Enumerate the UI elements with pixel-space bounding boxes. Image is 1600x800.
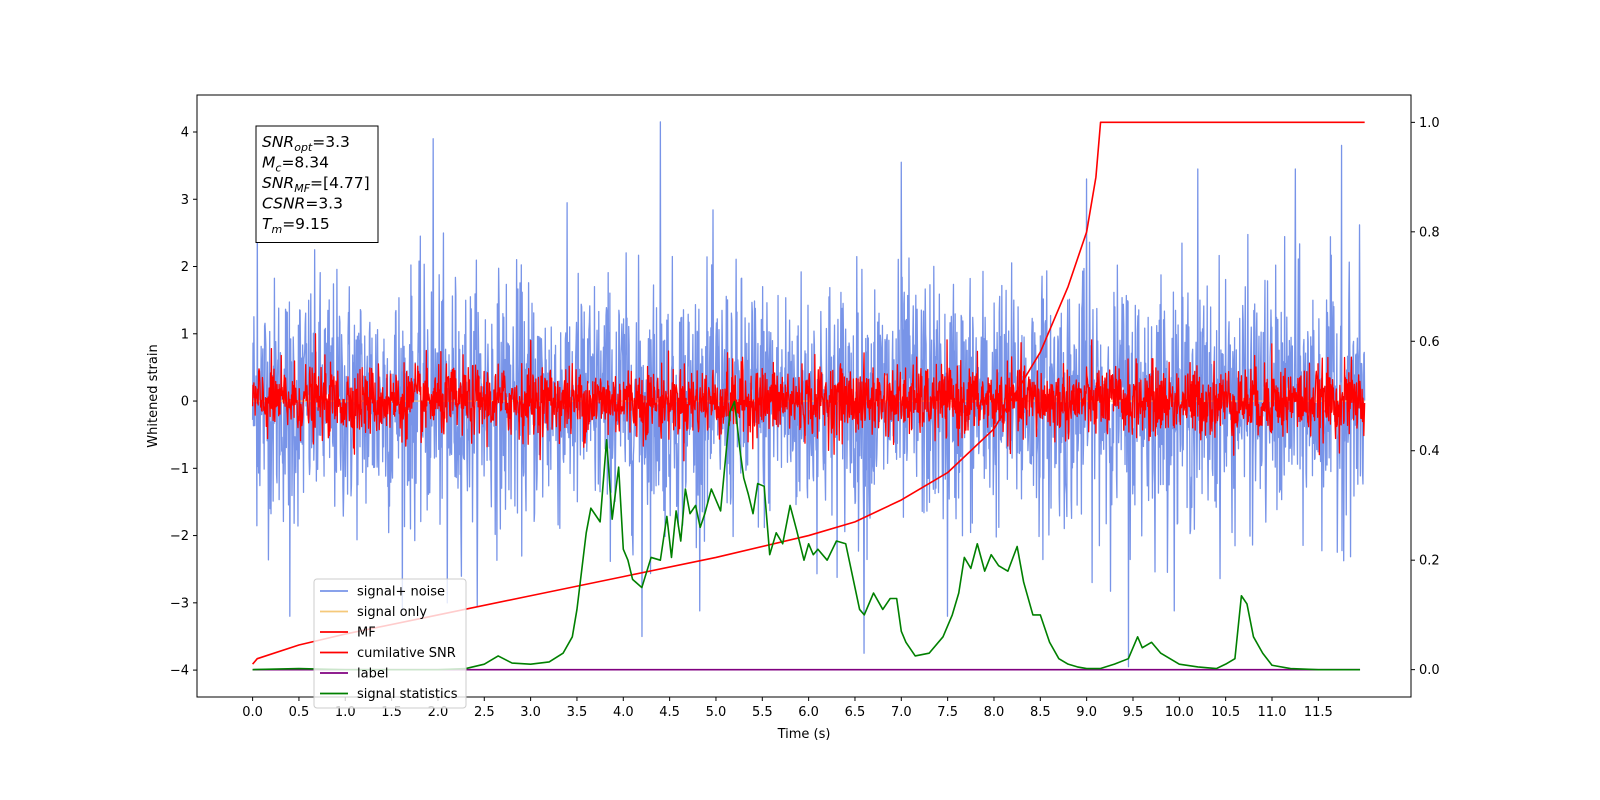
x-tick-label: 8.0 xyxy=(984,705,1005,720)
x-tick-label: 3.5 xyxy=(567,705,588,720)
y2-axis-ticks: 1.0 0.8 0.6 0.4 0.2 0.0 xyxy=(1411,116,1440,678)
y-tick-label: 2 xyxy=(181,260,189,275)
legend: signal+ noise signal only MF cumilative SNR… xyxy=(313,578,467,709)
plot-frame xyxy=(196,94,1412,698)
y-tick-label: −4 xyxy=(170,664,189,679)
y-tick-label: 3 xyxy=(181,193,189,208)
legend-frame xyxy=(313,578,467,709)
x-tick-label: 4.0 xyxy=(613,705,634,720)
y-tick-label: 0 xyxy=(181,395,189,410)
series-mf-line xyxy=(251,333,1366,462)
x-tick-label: 10.0 xyxy=(1165,705,1194,720)
x-tick-label: 11.5 xyxy=(1304,705,1333,720)
info-box-line: Tm=9.15 xyxy=(262,215,330,236)
y-tick-label: −1 xyxy=(170,462,189,477)
x-axis-label: Time (s) xyxy=(777,727,831,742)
y2-tick-label: 0.6 xyxy=(1419,335,1440,350)
legend-label: signal only xyxy=(357,605,427,620)
y2-tick-label: 0.2 xyxy=(1419,554,1440,569)
x-tick-label: 0.5 xyxy=(289,705,310,720)
legend-label: cumilative SNR xyxy=(357,646,456,661)
y2-tick-label: 0.4 xyxy=(1419,444,1440,459)
x-axis-ticks: 0.0 0.5 1.0 1.5 2.0 2.5 3.0 3.5 4.0 4.5 5.0 5.5 6.0 6… xyxy=(242,697,1333,720)
info-box-frame xyxy=(255,125,379,243)
info-box-line: SNRopt=3.3 xyxy=(262,133,350,154)
x-tick-label: 3.0 xyxy=(520,705,541,720)
y2-tick-label: 1.0 xyxy=(1419,116,1440,131)
y-tick-label: 4 xyxy=(181,125,189,140)
series-signal-statistics-line xyxy=(252,400,1361,671)
x-tick-label: 2.0 xyxy=(428,705,449,720)
legend-label: signal statistics xyxy=(357,687,458,702)
y-tick-label: −3 xyxy=(170,596,189,611)
info-box-line: SNRMF=[4.77] xyxy=(262,174,370,195)
legend-label: signal+ noise xyxy=(357,585,445,600)
x-tick-label: 10.5 xyxy=(1211,705,1240,720)
legend-label: label xyxy=(357,667,388,682)
info-box-line: CSNR=3.3 xyxy=(262,195,343,213)
x-tick-label: 6.0 xyxy=(798,705,819,720)
x-tick-label: 6.5 xyxy=(845,705,866,720)
y2-tick-label: 0.8 xyxy=(1419,225,1440,240)
x-tick-label: 1.5 xyxy=(381,705,402,720)
y-axis-label: Whitened strain xyxy=(146,344,161,447)
x-tick-label: 5.5 xyxy=(752,705,773,720)
x-tick-label: 9.0 xyxy=(1076,705,1097,720)
x-tick-label: 7.5 xyxy=(937,705,958,720)
y-axis-ticks: 4 3 2 1 0 −1 −2 −3 −4 xyxy=(170,125,197,679)
y-tick-label: 1 xyxy=(181,327,189,342)
y-tick-label: −2 xyxy=(170,529,189,544)
x-tick-label: 0.0 xyxy=(242,705,263,720)
legend-label: MF xyxy=(357,626,376,641)
x-tick-label: 8.5 xyxy=(1030,705,1051,720)
x-tick-label: 9.5 xyxy=(1123,705,1144,720)
x-tick-label: 1.0 xyxy=(335,705,356,720)
x-tick-label: 4.5 xyxy=(659,705,680,720)
x-tick-label: 7.0 xyxy=(891,705,912,720)
y2-tick-label: 0.0 xyxy=(1419,663,1440,678)
x-tick-label: 11.0 xyxy=(1258,705,1287,720)
x-tick-label: 5.0 xyxy=(706,705,727,720)
left-axis-series xyxy=(251,121,1366,668)
info-box-line: Mc=8.34 xyxy=(262,154,329,175)
x-tick-label: 2.5 xyxy=(474,705,495,720)
